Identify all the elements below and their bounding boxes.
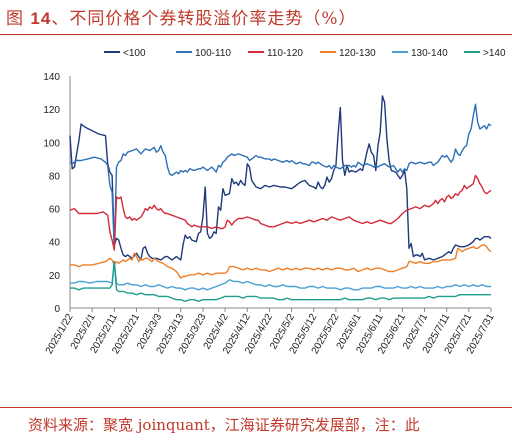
series-line <box>70 260 491 303</box>
source-rule <box>0 407 512 408</box>
y-tick-label: 40 <box>49 238 61 249</box>
series-line <box>70 260 491 291</box>
y-tick-label: 60 <box>49 205 61 216</box>
series-line <box>70 244 492 279</box>
legend-label: 110-120 <box>267 48 303 59</box>
legend-label: >140 <box>483 48 506 59</box>
figure-title-prefix: 图 <box>6 9 31 29</box>
legend-label: <100 <box>123 48 146 59</box>
series-line <box>69 103 492 251</box>
title-rule <box>0 34 512 35</box>
series-line <box>69 95 492 261</box>
figure-number: 14 <box>30 9 52 28</box>
series-line <box>69 174 492 251</box>
y-tick-label: 140 <box>43 72 60 83</box>
legend-label: 100-110 <box>195 48 231 59</box>
y-tick-label: 20 <box>49 271 61 282</box>
chart-legend: <100 100-110 110-120 120-130 130-140 >140 <box>104 48 506 59</box>
y-tick-label: 0 <box>54 304 60 315</box>
legend-label: 120-130 <box>339 48 376 59</box>
figure-title: 图 14、不同价格个券转股溢价率走势（%） <box>6 4 356 29</box>
y-tick-label: 80 <box>49 171 61 182</box>
y-axis: 0 20 40 60 80 100 120 140 <box>43 72 71 315</box>
figure-title-text: 、不同价格个券转股溢价率走势（%） <box>51 9 357 29</box>
legend-label: 130-140 <box>411 48 448 59</box>
series-lines <box>69 95 492 303</box>
x-tick-label: 2025/1/22 <box>44 312 76 356</box>
y-tick-label: 120 <box>43 105 60 116</box>
x-axis: 2025/1/222025/2/12025/2/112025/2/212025/… <box>44 307 497 356</box>
premium-rate-line-chart: <100 100-110 110-120 120-130 130-140 >140 020… <box>43 48 506 356</box>
y-tick-label: 100 <box>43 138 60 149</box>
source-note: 资料来源：聚宽 joinquant，江海证券研究发展部，注：此 <box>28 416 420 434</box>
